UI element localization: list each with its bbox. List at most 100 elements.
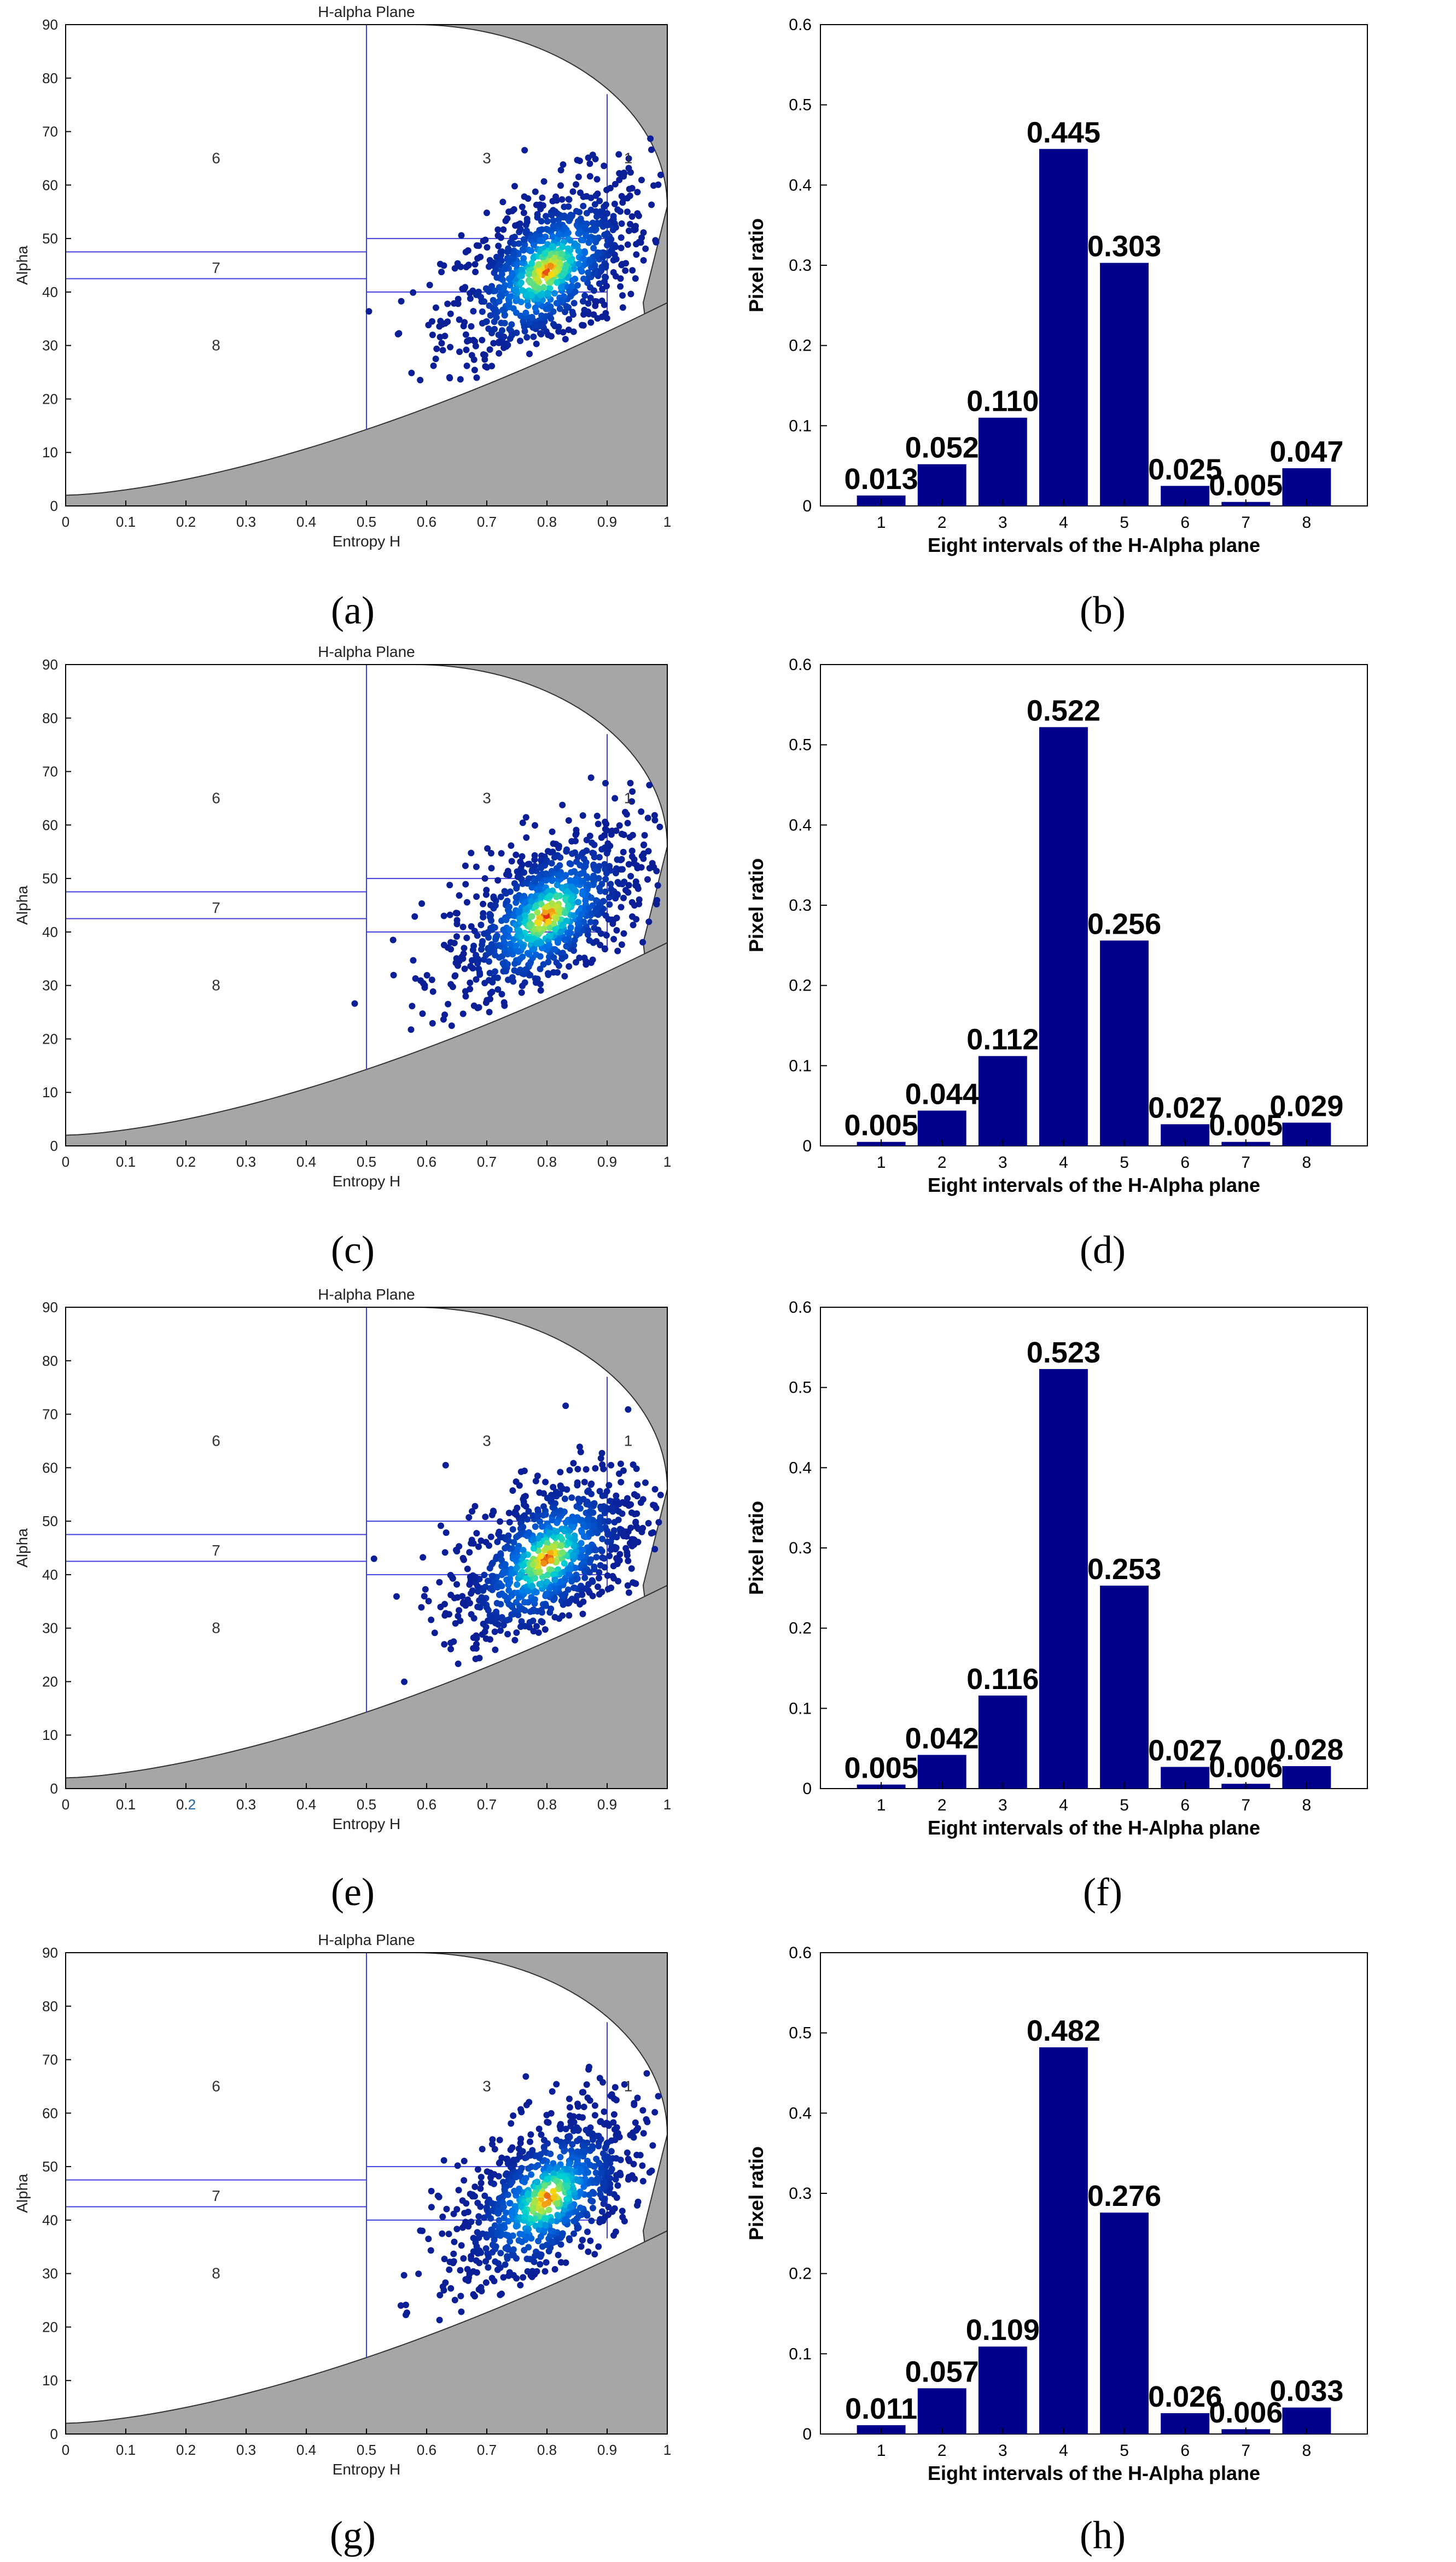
x-tick-label: 0.8 [537, 1796, 557, 1813]
scatter-point [639, 939, 647, 946]
scatter-point [537, 292, 544, 299]
y-tick-label: 0.3 [789, 2185, 812, 2203]
scatter-point [506, 304, 513, 311]
scatter-point [417, 376, 424, 383]
scatter-point [538, 857, 545, 864]
scatter-point [519, 944, 526, 951]
scatter-point [463, 346, 470, 353]
scatter-point [545, 2206, 552, 2214]
scatter-point [488, 1561, 496, 1568]
scatter-point [510, 2246, 517, 2253]
scatter-point [554, 1519, 561, 1527]
scatter-point [590, 861, 597, 869]
scatter-point [466, 1549, 473, 1556]
scatter-point [516, 220, 523, 227]
scatter-point [626, 185, 633, 193]
scatter-point [503, 340, 510, 347]
scatter-point [518, 1618, 525, 1625]
scatter-point [595, 2142, 602, 2150]
scatter-point [518, 266, 525, 273]
scatter-point [593, 897, 600, 904]
scatter-point [558, 1535, 566, 1542]
scatter-point [569, 1552, 576, 1559]
scatter-point [488, 1573, 496, 1580]
scatter-point [492, 936, 499, 943]
scatter-point [505, 2272, 512, 2279]
scatter-point [545, 2119, 552, 2126]
scatter-point [531, 2190, 538, 2197]
scatter-point [604, 1586, 611, 1593]
scatter-point [503, 2209, 510, 2216]
zone-label-8: 8 [212, 337, 220, 354]
scatter-point [532, 2252, 539, 2260]
y-tick-label: 0.2 [789, 977, 812, 995]
scatter-point [524, 935, 531, 942]
y-tick-label: 30 [42, 977, 58, 994]
scatter-point [619, 261, 626, 267]
scatter-point [529, 1512, 537, 1519]
scatter-point [511, 241, 518, 247]
scatter-point [564, 888, 571, 895]
scatter-point [580, 193, 587, 200]
scatter-point [438, 269, 445, 276]
scatter-point [566, 963, 573, 970]
scatter-point [512, 922, 520, 929]
x-tick-label: 0.8 [537, 1154, 557, 1170]
scatter-point [486, 1612, 493, 1619]
scatter-point [592, 907, 599, 915]
scatter-point [515, 2187, 522, 2194]
scatter-point [527, 2138, 533, 2145]
scatter-point [521, 1607, 528, 1614]
scatter-point [542, 1478, 549, 1486]
scatter-point [493, 1600, 500, 1606]
scatter-point [513, 883, 520, 890]
scatter-point [486, 346, 493, 353]
scatter-point [426, 282, 433, 289]
scatter-point [634, 1481, 641, 1488]
scatter-point [449, 1575, 456, 1582]
scatter-point [531, 271, 538, 278]
scatter-point [546, 892, 554, 899]
scatter-point [587, 206, 595, 213]
scatter-point [534, 1472, 541, 1480]
scatter-point [537, 981, 544, 988]
scatter-point [510, 2272, 517, 2279]
scatter-points [365, 135, 664, 383]
scatter-point [548, 860, 555, 867]
scatter-point [473, 976, 480, 983]
scatter-point [595, 2133, 602, 2140]
scatter-point [504, 2255, 511, 2262]
scatter-point [523, 834, 530, 841]
scatter-point [475, 2213, 482, 2220]
scatter-point [534, 2179, 541, 2186]
x-tick-label: 0.1 [116, 1796, 136, 1813]
scatter-point [480, 900, 487, 907]
scatter-point [595, 927, 602, 934]
bar-value-label: 0.052 [905, 432, 979, 464]
scatter-point [558, 916, 565, 923]
y-tick-label: 0 [50, 498, 58, 514]
scatter-point [570, 868, 578, 875]
scatter-point [462, 284, 469, 291]
scatter-point [474, 2229, 481, 2236]
scatter-point [562, 1519, 569, 1526]
bar [1039, 1369, 1088, 1789]
scatter-point [520, 255, 527, 262]
scatter-point [446, 374, 453, 381]
scatter-point [497, 2291, 504, 2298]
scatter-point [479, 1631, 486, 1638]
scatter-point [554, 279, 561, 286]
zone-label-8: 8 [212, 1620, 220, 1637]
scatter-point [569, 1524, 576, 1531]
scatter-point [603, 1488, 610, 1495]
scatter-point [549, 828, 556, 835]
scatter-point [521, 1501, 528, 1508]
scatter-point [548, 1605, 555, 1612]
scatter-point [548, 2227, 555, 2234]
scatter-point [499, 327, 505, 334]
scatter-point [482, 1513, 489, 1521]
scatter-point [411, 913, 418, 920]
scatter-point [477, 294, 484, 301]
scatter-point [473, 893, 480, 900]
scatter-point [538, 939, 544, 946]
